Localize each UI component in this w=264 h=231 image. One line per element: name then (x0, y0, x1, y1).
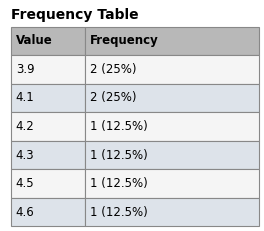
Text: 1 (12.5%): 1 (12.5%) (90, 177, 148, 190)
Text: 4.6: 4.6 (16, 206, 35, 219)
Text: 2 (25%): 2 (25%) (90, 91, 137, 104)
Text: 3.9: 3.9 (16, 63, 35, 76)
Text: 4.3: 4.3 (16, 149, 35, 161)
Text: 4.5: 4.5 (16, 177, 35, 190)
Text: 1 (12.5%): 1 (12.5%) (90, 149, 148, 161)
Text: 2 (25%): 2 (25%) (90, 63, 137, 76)
Text: 1 (12.5%): 1 (12.5%) (90, 120, 148, 133)
Text: 4.1: 4.1 (16, 91, 35, 104)
Text: Value: Value (16, 34, 53, 47)
Text: Frequency: Frequency (90, 34, 159, 47)
Text: 4.2: 4.2 (16, 120, 35, 133)
Text: Frequency Table: Frequency Table (11, 8, 138, 22)
Text: 1 (12.5%): 1 (12.5%) (90, 206, 148, 219)
